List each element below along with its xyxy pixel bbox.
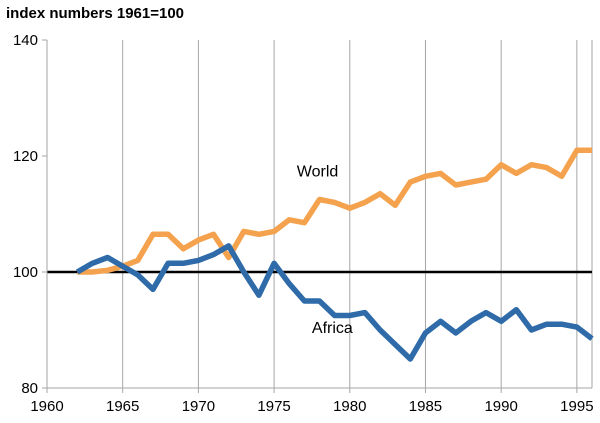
x-tick-labels: 1960 1965 1970 1975 1980 1985 1990 1995 (30, 398, 593, 415)
y-tick-label-140: 140 (13, 32, 38, 49)
x-tick-label-1965: 1965 (106, 398, 139, 415)
y-tick-label-80: 80 (21, 380, 38, 397)
axes (42, 39, 592, 393)
y-tick-label-120: 120 (13, 148, 38, 165)
series-lines (75, 147, 594, 362)
chart-title: index numbers 1961=100 (6, 5, 184, 22)
series-label-world: World (297, 163, 339, 180)
x-tick-label-1985: 1985 (409, 398, 442, 415)
y-tick-label-100: 100 (13, 264, 38, 281)
x-tick-label-1980: 1980 (333, 398, 366, 415)
series-label-africa: Africa (312, 320, 353, 337)
y-tick-labels: 80 100 120 140 (13, 32, 38, 397)
grid-lines (122, 40, 593, 388)
x-tick-label-1990: 1990 (484, 398, 517, 415)
x-tick-label-1975: 1975 (257, 398, 290, 415)
series-line-africa (75, 243, 594, 362)
x-tick-label-1970: 1970 (182, 398, 215, 415)
x-tick-label-1960: 1960 (30, 398, 63, 415)
series-labels: World Africa (297, 163, 353, 337)
x-tick-label-1995: 1995 (560, 398, 593, 415)
series-line-world (77, 147, 592, 275)
